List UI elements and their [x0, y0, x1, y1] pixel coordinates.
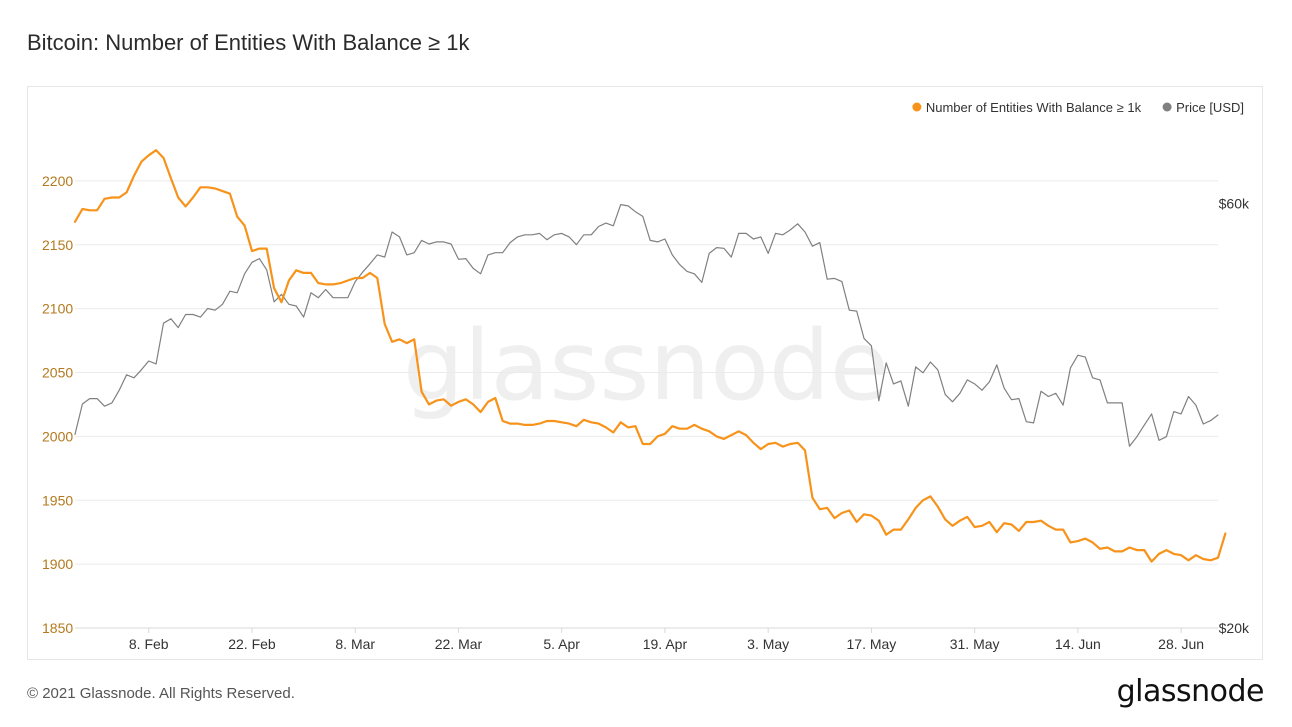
- left-axis-tick-label: 2000: [42, 428, 73, 444]
- line-chart: glassnode 1850 1900 1950 2000 2050 2100 2150 22…: [42, 100, 1250, 652]
- x-axis-tick-label: 28. Jun: [1158, 636, 1204, 652]
- left-axis-tick-label: 2200: [42, 173, 73, 189]
- watermark-text: glassnode: [403, 310, 889, 422]
- legend-marker: [912, 102, 922, 112]
- series-lines: [73, 149, 1227, 563]
- x-axis-ticks: 8. Feb 22. Feb 8. Mar 22. Mar 5. Apr 19. Apr 3…: [75, 627, 1218, 652]
- x-axis-tick-label: 14. Jun: [1055, 636, 1101, 652]
- gridlines: [75, 180, 1218, 629]
- price-series-line: [74, 203, 1219, 447]
- left-axis-tick-label: 1900: [42, 556, 73, 572]
- left-axis-ticks: 1850 1900 1950 2000 2050 2100 2150 2200: [42, 173, 73, 636]
- right-axis-ticks: $20k $60k: [1219, 195, 1250, 636]
- x-axis-tick-label: 31. May: [950, 636, 1000, 652]
- legend-label: Price [USD]: [1176, 100, 1244, 115]
- left-axis-tick-label: 2100: [42, 301, 73, 317]
- left-axis-tick-label: 2150: [42, 237, 73, 253]
- x-axis-tick-label: 17. May: [847, 636, 897, 652]
- x-axis-tick-label: 8. Mar: [335, 636, 375, 652]
- brand-logo: glassnode: [1116, 674, 1265, 709]
- copyright-text: © 2021 Glassnode. All Rights Reserved.: [27, 685, 295, 702]
- x-axis-tick-label: 22. Feb: [228, 636, 276, 652]
- entities-series-line: [73, 149, 1227, 563]
- legend-marker: [1162, 102, 1172, 112]
- chart-panel: glassnode 1850 1900 1950 2000 2050 2100 2150 22…: [27, 86, 1263, 660]
- left-axis-tick-label: 2050: [42, 365, 73, 381]
- left-axis-tick-label: 1950: [42, 492, 73, 508]
- left-axis-tick-label: 1850: [42, 620, 73, 636]
- right-axis-tick-label: $60k: [1219, 195, 1250, 211]
- x-axis-tick-label: 19. Apr: [643, 636, 688, 652]
- x-axis-tick-label: 8. Feb: [129, 636, 169, 652]
- x-axis-tick-label: 22. Mar: [435, 636, 483, 652]
- legend: Price [USD] Number of Entities With Balan…: [912, 100, 1244, 115]
- x-axis-tick-label: 5. Apr: [543, 636, 580, 652]
- right-axis-tick-label: $20k: [1219, 620, 1250, 636]
- chart-title: Bitcoin: Number of Entities With Balance…: [27, 30, 470, 55]
- x-axis-tick-label: 3. May: [747, 636, 789, 652]
- legend-label: Number of Entities With Balance ≥ 1k: [926, 100, 1142, 115]
